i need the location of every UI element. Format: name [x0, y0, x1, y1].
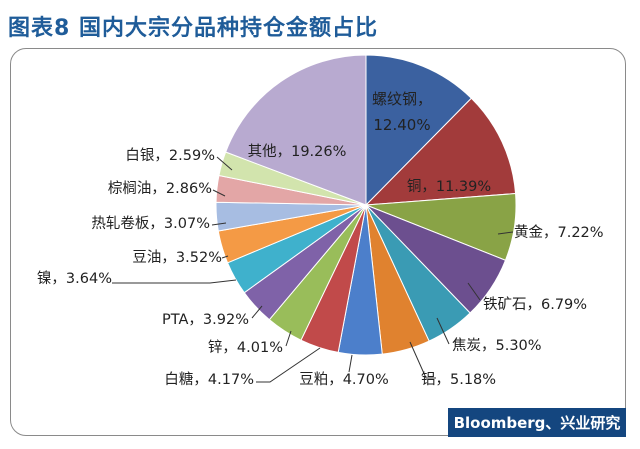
slice-value-0: 12.40% [373, 116, 430, 134]
slice-label-0: 螺纹钢， [372, 90, 432, 108]
pie-slice-15 [225, 54, 367, 206]
slice-label-10: 镍，3.64% [37, 270, 112, 287]
leader-line-3 [467, 282, 481, 301]
leader-line-4 [436, 317, 450, 345]
leader-line-9 [251, 305, 263, 319]
pie-slices [215, 54, 517, 356]
leader-line-5 [409, 341, 436, 379]
leader-line-14 [216, 156, 233, 171]
slice-label-12: 热轧卷板，3.07% [91, 214, 210, 232]
slice-label-2: 黄金，7.22% [514, 224, 604, 241]
leader-line-2 [497, 231, 514, 235]
slice-label-8: 锌，4.01% [208, 339, 283, 356]
slice-labels: 螺纹钢， 12.40% 铜，11.39% 黄金，7.22% 铁矿石，6.79% 焦炭，5.… [37, 90, 604, 388]
leader-line-11 [221, 255, 229, 259]
slice-label-4: 焦炭，5.30% [452, 337, 542, 354]
slice-label-15: 其他，19.26% [248, 143, 347, 160]
slice-label-13: 棕榈油，2.86% [108, 180, 212, 197]
leader-line-12 [211, 222, 227, 226]
slice-label-14: 白银，2.59% [125, 147, 215, 164]
pie-slice-1 [364, 97, 517, 206]
slice-label-7: 白糖，4.17% [164, 371, 254, 388]
slice-label-6: 豆粕，4.70% [299, 371, 389, 388]
source-badge: Bloomberg、兴业研究 [448, 408, 626, 437]
leader-line-10 [112, 279, 237, 284]
slice-label-5: 铝，5.18% [421, 371, 496, 388]
pie-slice-0 [365, 54, 473, 207]
slice-label-1: 铜，11.39% [407, 178, 491, 195]
leader-line-6 [348, 354, 353, 373]
leader-line-13 [212, 189, 226, 197]
leader-line-7 [256, 347, 321, 383]
chart-title: 图表8 国内大宗分品种持仓金额占比 [8, 16, 378, 41]
leader-line-8 [285, 330, 292, 347]
slice-label-3: 铁矿石，6.79% [483, 296, 587, 313]
leader-lines [112, 156, 514, 383]
slice-label-11: 豆油，3.52% [132, 249, 222, 266]
slice-label-9: PTA，3.92% [162, 312, 249, 328]
